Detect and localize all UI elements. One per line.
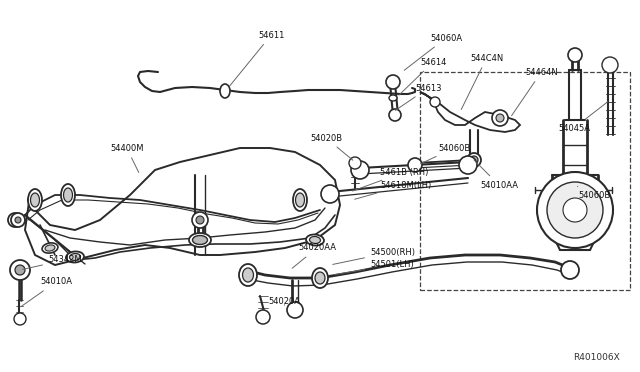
Circle shape xyxy=(408,158,422,172)
Text: 54611: 54611 xyxy=(230,31,284,86)
Text: 54613: 54613 xyxy=(396,83,442,110)
Text: R401006X: R401006X xyxy=(573,353,620,362)
Polygon shape xyxy=(25,148,340,265)
Ellipse shape xyxy=(189,233,211,247)
Text: 54342M: 54342M xyxy=(22,256,82,269)
Circle shape xyxy=(351,161,369,179)
Text: 54400M: 54400M xyxy=(110,144,143,173)
Ellipse shape xyxy=(306,234,324,246)
Text: 54464N: 54464N xyxy=(511,67,557,116)
Circle shape xyxy=(349,157,361,169)
Circle shape xyxy=(386,75,400,89)
Ellipse shape xyxy=(467,153,481,167)
Ellipse shape xyxy=(193,235,207,244)
Circle shape xyxy=(389,109,401,121)
Circle shape xyxy=(602,57,618,73)
Circle shape xyxy=(8,213,22,227)
Text: 54500(RH): 54500(RH) xyxy=(333,247,415,264)
Text: 54020A: 54020A xyxy=(268,298,300,307)
Ellipse shape xyxy=(296,193,305,207)
Ellipse shape xyxy=(31,193,40,207)
Ellipse shape xyxy=(243,268,253,282)
Ellipse shape xyxy=(61,184,75,206)
Circle shape xyxy=(547,182,603,238)
Ellipse shape xyxy=(310,237,321,244)
Circle shape xyxy=(459,156,477,174)
Ellipse shape xyxy=(470,156,478,164)
Ellipse shape xyxy=(45,245,55,251)
Circle shape xyxy=(14,313,26,325)
Text: 54060B: 54060B xyxy=(577,186,611,199)
Ellipse shape xyxy=(220,84,230,98)
Ellipse shape xyxy=(66,251,84,263)
Circle shape xyxy=(430,97,440,107)
Ellipse shape xyxy=(389,95,397,101)
Circle shape xyxy=(496,114,504,122)
Text: 54045A: 54045A xyxy=(558,102,608,132)
Text: 54020AA: 54020AA xyxy=(292,244,336,268)
Circle shape xyxy=(537,172,613,248)
Circle shape xyxy=(11,213,25,227)
Text: 5461B (RH): 5461B (RH) xyxy=(353,167,428,191)
Ellipse shape xyxy=(315,272,325,284)
Text: 54060A: 54060A xyxy=(404,33,462,70)
Circle shape xyxy=(256,310,270,324)
Circle shape xyxy=(15,265,25,275)
Text: 544C4N: 544C4N xyxy=(461,54,503,109)
Circle shape xyxy=(492,110,508,126)
Ellipse shape xyxy=(239,264,257,286)
Polygon shape xyxy=(420,92,520,132)
Text: 54010AA: 54010AA xyxy=(474,160,518,189)
Text: 54618M(LH): 54618M(LH) xyxy=(355,180,431,199)
Ellipse shape xyxy=(293,189,307,211)
Ellipse shape xyxy=(28,189,42,211)
Circle shape xyxy=(196,216,204,224)
Circle shape xyxy=(321,185,339,203)
Ellipse shape xyxy=(70,253,81,260)
Text: 54060B: 54060B xyxy=(420,144,470,164)
Circle shape xyxy=(561,261,579,279)
Circle shape xyxy=(563,198,587,222)
Ellipse shape xyxy=(312,268,328,288)
Circle shape xyxy=(568,48,582,62)
Text: 54020B: 54020B xyxy=(310,134,353,160)
Ellipse shape xyxy=(63,188,72,202)
Circle shape xyxy=(192,212,208,228)
Circle shape xyxy=(15,217,21,223)
Text: 54614: 54614 xyxy=(399,58,446,95)
Circle shape xyxy=(287,302,303,318)
Text: 54501(LH): 54501(LH) xyxy=(335,260,413,275)
Ellipse shape xyxy=(42,243,58,253)
Circle shape xyxy=(10,260,30,280)
Text: 54010A: 54010A xyxy=(21,278,72,307)
